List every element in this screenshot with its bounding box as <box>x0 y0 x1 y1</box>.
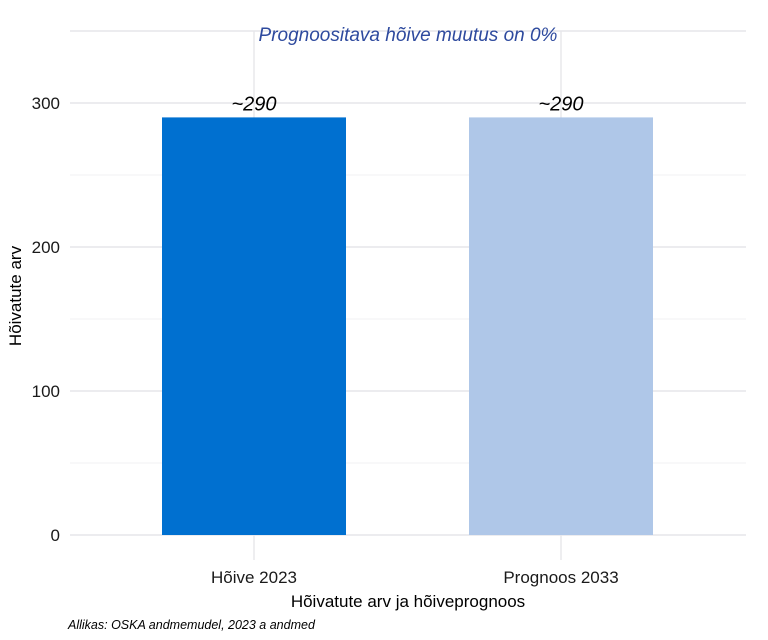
x-tick-label: Hõive 2023 <box>211 568 297 587</box>
x-axis-title: Hõivatute arv ja hõiveprognoos <box>291 592 525 611</box>
bar-value-label: ~290 <box>231 93 276 115</box>
bar <box>162 117 346 536</box>
bar-value-label: ~290 <box>538 93 583 115</box>
bar <box>469 117 653 536</box>
bars <box>162 117 653 536</box>
y-tick-label: 100 <box>32 382 60 401</box>
labels: 0 100 200 300 ~290 Hõive 2023 ~290 Prognoos 203… <box>32 93 619 587</box>
source-caption: Allikas: OSKA andmemudel, 2023 a andmed <box>67 618 316 632</box>
y-tick-label: 300 <box>32 94 60 113</box>
y-tick-label: 200 <box>32 238 60 257</box>
chart-subtitle: Prognoositava hõive muutus on 0% <box>259 25 558 46</box>
x-tick-label: Prognoos 2033 <box>503 568 618 587</box>
y-axis-title: Hõivatute arv <box>6 245 25 346</box>
y-tick-label: 0 <box>51 526 60 545</box>
